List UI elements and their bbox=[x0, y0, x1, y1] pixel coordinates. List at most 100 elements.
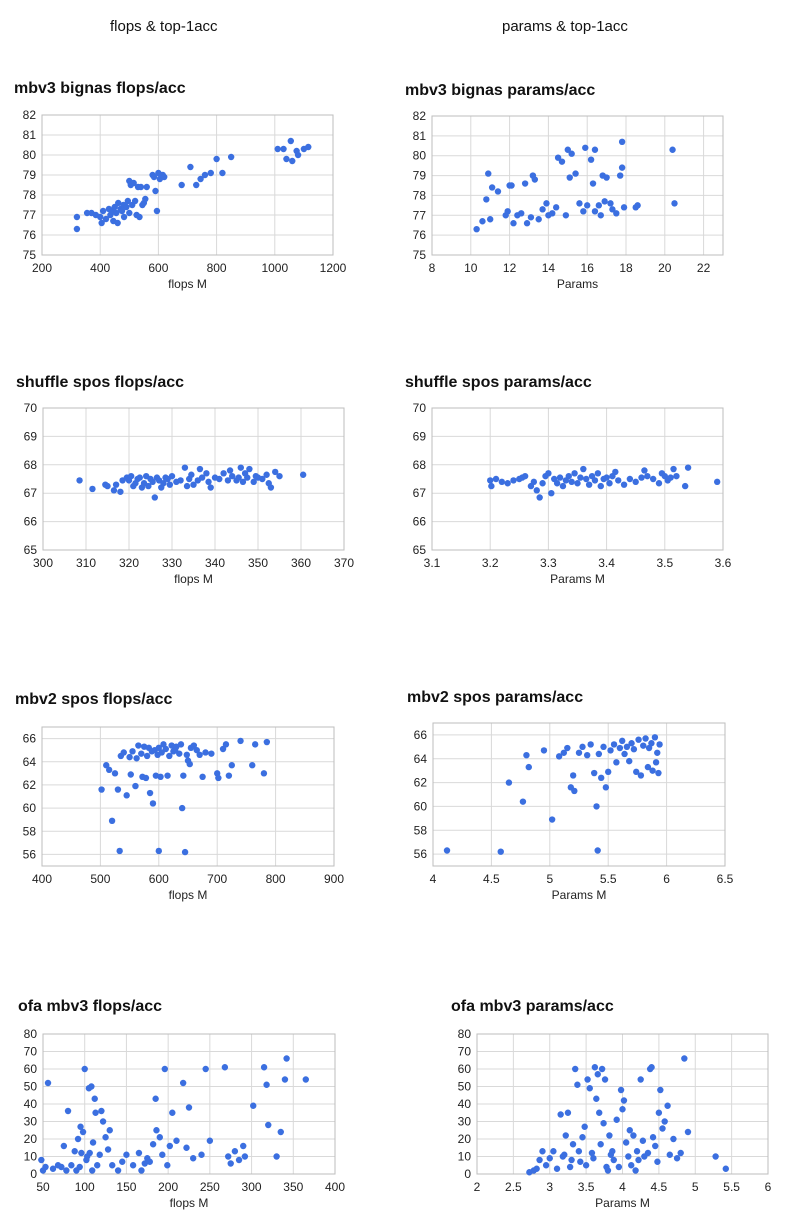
scatter-point bbox=[183, 482, 191, 490]
scatter-point bbox=[521, 180, 529, 187]
scatter-point bbox=[76, 1163, 83, 1171]
y-tick-label: 82 bbox=[23, 108, 37, 122]
y-tick-label: 64 bbox=[414, 752, 428, 766]
scatter-point bbox=[504, 480, 511, 487]
scatter-point bbox=[548, 490, 555, 497]
scatter-point bbox=[133, 755, 140, 762]
scatter-point bbox=[613, 759, 620, 766]
scatter-point bbox=[143, 752, 151, 760]
scatter-point bbox=[649, 475, 657, 483]
x-tick-label: 200 bbox=[32, 261, 52, 275]
scatter-point bbox=[226, 467, 234, 474]
scatter-point bbox=[44, 1079, 52, 1087]
scatter-point bbox=[577, 1158, 584, 1165]
scatter-point bbox=[666, 1151, 673, 1158]
scatter-point bbox=[74, 1135, 82, 1143]
scatter-point bbox=[190, 481, 197, 488]
scatter-point bbox=[197, 175, 204, 183]
scatter-point bbox=[157, 773, 164, 781]
scatter-point bbox=[111, 770, 119, 777]
scatter-point bbox=[153, 207, 161, 215]
scatter-point bbox=[642, 735, 649, 742]
scatter-point bbox=[671, 200, 678, 207]
plot-frame bbox=[432, 722, 726, 867]
scatter-point bbox=[202, 749, 209, 756]
x-tick-label: 10 bbox=[464, 261, 478, 275]
scatter-point bbox=[632, 478, 639, 486]
scatter-point bbox=[277, 1128, 284, 1136]
scatter-point bbox=[673, 1155, 681, 1162]
scatter-point bbox=[553, 1165, 561, 1172]
chart-shuffle-spos-flops: 300 310 320 330 340 350 360 370 65 66 67 68 69 70 flop… bbox=[7, 400, 355, 590]
scatter-point bbox=[722, 1165, 730, 1172]
scatter-point bbox=[152, 1095, 159, 1102]
scatter-point bbox=[49, 1165, 57, 1172]
y-tick-label: 75 bbox=[413, 248, 427, 262]
scatter-point bbox=[649, 1134, 657, 1141]
scatter-point bbox=[155, 847, 162, 855]
scatter-point bbox=[177, 477, 184, 484]
scatter-point bbox=[594, 470, 602, 477]
scatter-point bbox=[183, 751, 191, 758]
scatter-point bbox=[73, 213, 81, 221]
scatter-point bbox=[485, 170, 492, 177]
scatter-point bbox=[187, 163, 194, 171]
scatter-point bbox=[151, 494, 158, 501]
x-axis-label: Params M bbox=[550, 572, 605, 586]
scatter-point bbox=[102, 1134, 109, 1141]
x-tick-label: 6 bbox=[765, 1180, 772, 1194]
scatter-point bbox=[632, 1167, 639, 1174]
scatter-point bbox=[519, 798, 527, 805]
y-tick-label: 58 bbox=[23, 824, 37, 838]
chart-title-mbv3-bignas-params: mbv3 bignas params/acc bbox=[405, 82, 596, 99]
scatter-point bbox=[587, 741, 594, 748]
x-tick-label: 3.4 bbox=[598, 556, 615, 570]
scatter-point bbox=[136, 213, 143, 221]
scatter-point bbox=[670, 465, 677, 473]
scatter-point bbox=[616, 172, 624, 179]
scatter-point bbox=[609, 206, 616, 213]
scatter-point bbox=[595, 750, 603, 758]
scatter-point bbox=[601, 198, 608, 205]
scatter-point bbox=[130, 179, 137, 187]
scatter-point bbox=[219, 169, 226, 177]
scatter-point bbox=[610, 741, 618, 748]
scatter-point bbox=[560, 749, 568, 756]
scatter-point bbox=[222, 741, 230, 748]
scatter-point bbox=[620, 481, 628, 488]
scatter-point bbox=[655, 1109, 663, 1116]
x-tick-label: 3.2 bbox=[482, 556, 499, 570]
scatter-point bbox=[189, 1155, 197, 1162]
scatter-point bbox=[283, 155, 290, 163]
scatter-point bbox=[443, 847, 451, 854]
x-tick-label: 370 bbox=[334, 556, 354, 570]
x-tick-label: 500 bbox=[90, 872, 110, 886]
scatter-point bbox=[616, 744, 624, 752]
scatter-point bbox=[556, 474, 564, 481]
scatter-point bbox=[620, 204, 628, 211]
scatter-point bbox=[38, 1156, 45, 1164]
chart-ofa-mbv3-flops: 50 100 150 200 250 300 350 400 0 10 20 30 40 50 60 70 80… bbox=[7, 1026, 346, 1214]
scatter-point bbox=[540, 747, 548, 754]
scatter-point bbox=[176, 750, 183, 757]
scatter-point bbox=[523, 751, 530, 759]
scatter-point bbox=[510, 220, 517, 227]
scatter-point bbox=[198, 1151, 205, 1158]
scatter-point bbox=[659, 1125, 666, 1132]
scatter-point bbox=[571, 787, 578, 795]
scatter-point bbox=[166, 481, 174, 488]
x-tick-label: 600 bbox=[149, 872, 169, 886]
plot-frame bbox=[476, 1033, 769, 1175]
scatter-point bbox=[483, 196, 490, 203]
scatter-point bbox=[185, 1104, 193, 1111]
y-tick-label: 79 bbox=[23, 168, 37, 182]
scatter-point bbox=[227, 153, 235, 161]
scatter-point bbox=[263, 471, 270, 478]
y-tick-label: 66 bbox=[413, 515, 427, 529]
y-tick-label: 65 bbox=[24, 543, 38, 557]
scatter-point bbox=[160, 480, 167, 487]
x-tick-label: 400 bbox=[32, 872, 52, 886]
scatter-point bbox=[202, 1065, 209, 1073]
scatter-point bbox=[597, 1141, 604, 1148]
scatter-point bbox=[603, 474, 610, 481]
